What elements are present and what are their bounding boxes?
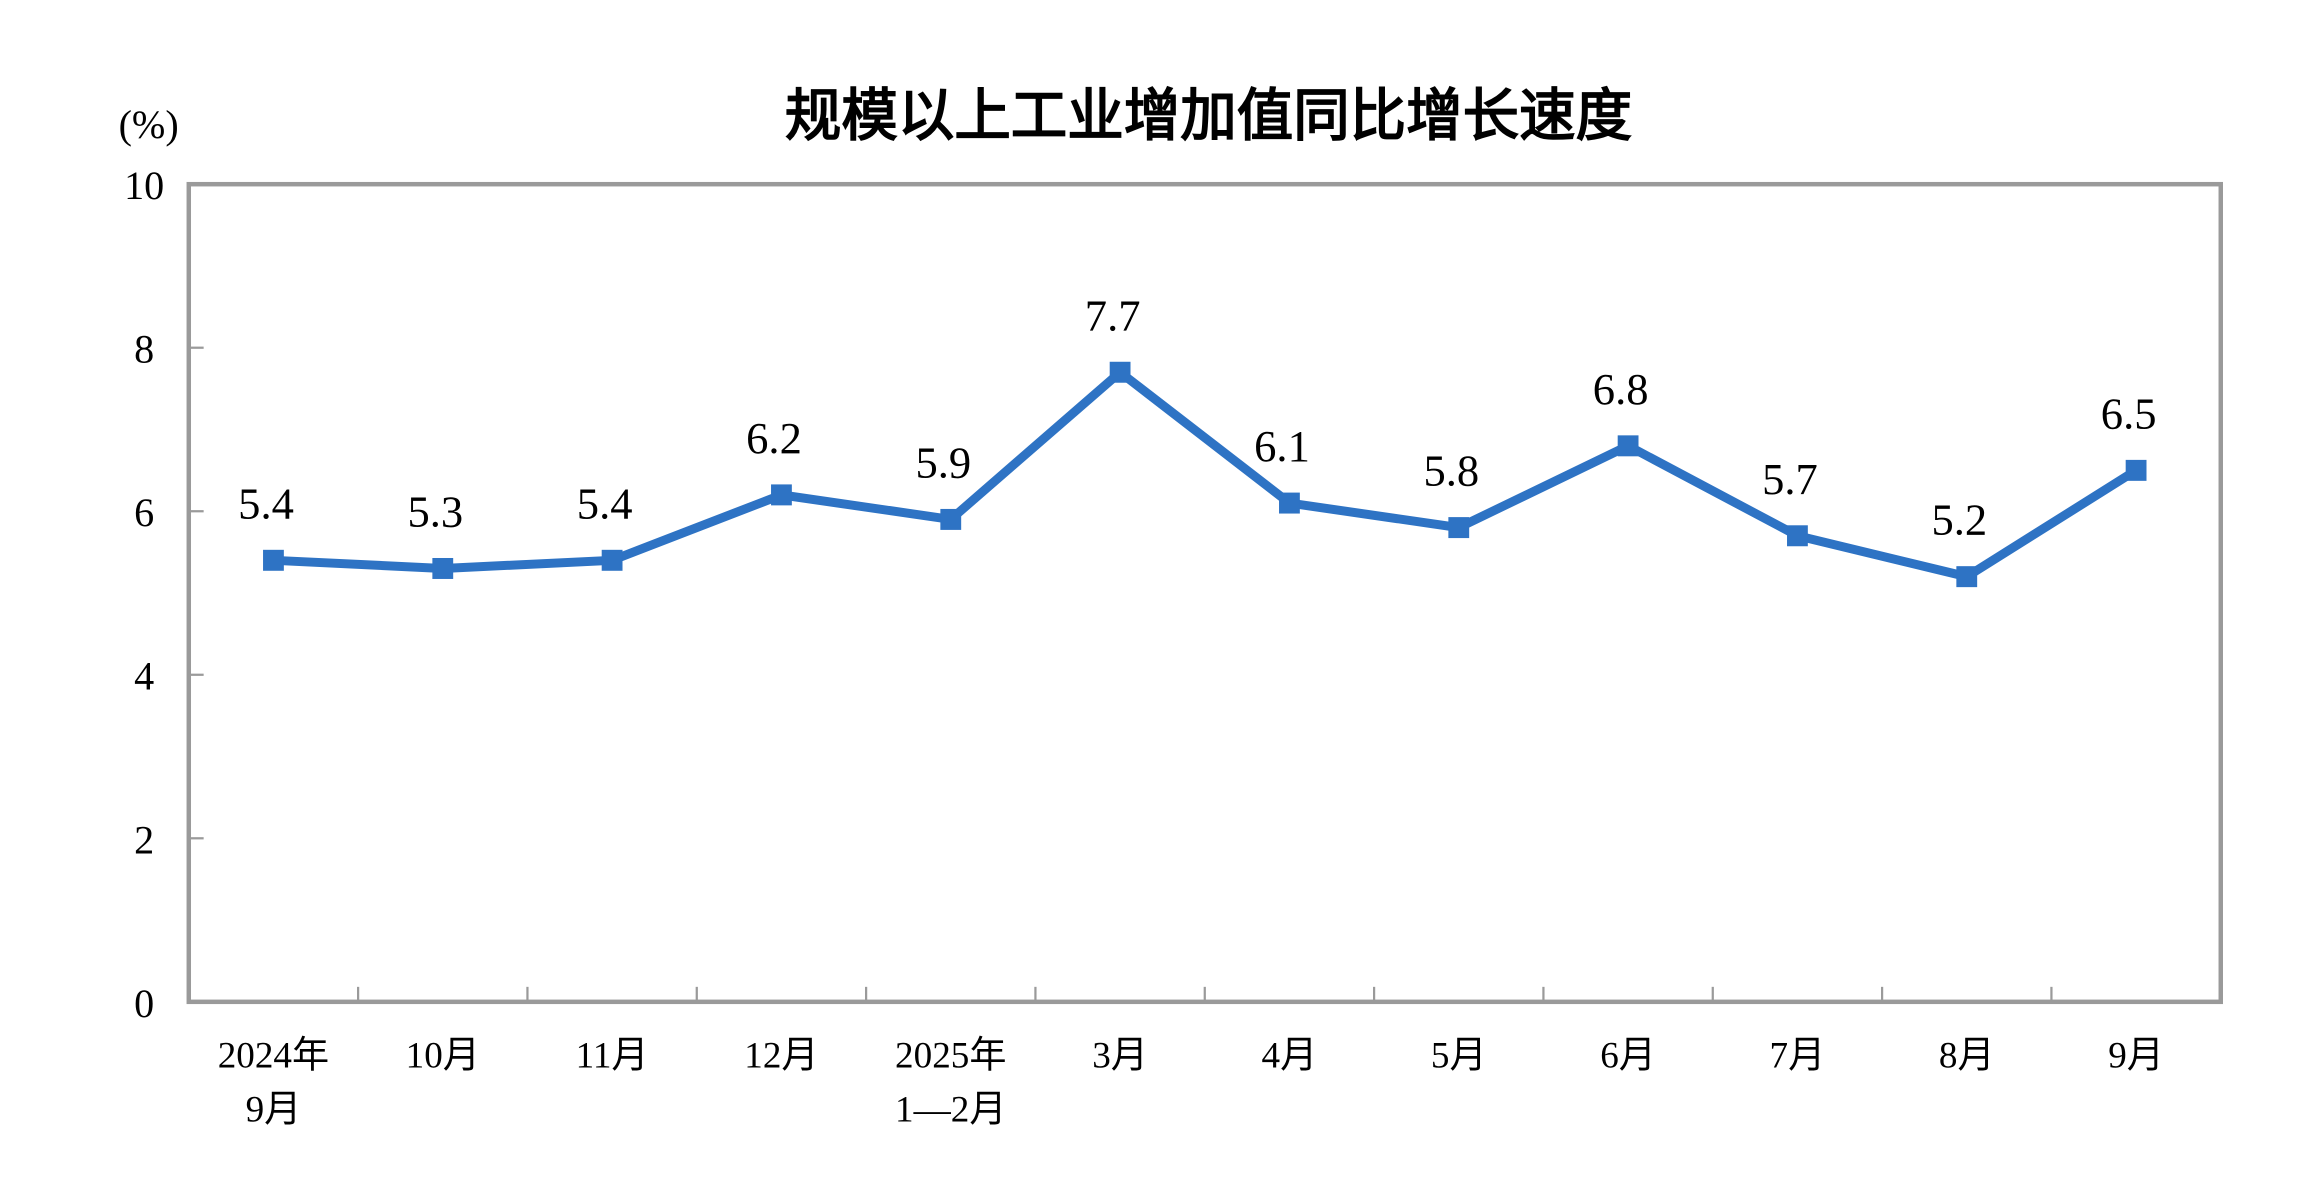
x-tick-label: 12月 <box>744 1036 818 1077</box>
data-label: 6.1 <box>1254 421 1310 471</box>
data-point-marker <box>432 557 454 579</box>
data-label: 5.4 <box>238 478 294 528</box>
data-point-marker <box>1279 492 1300 514</box>
y-tick-label: 6 <box>134 490 154 535</box>
chart-title: 规模以上工业增加值同比增长速度 <box>785 83 1632 149</box>
data-label: 5.2 <box>1931 495 1987 545</box>
data-point-marker <box>1617 435 1639 457</box>
x-tick-label: 2025年 <box>895 1035 1006 1077</box>
data-point-marker <box>940 508 962 530</box>
x-tick-label: 1—2月 <box>895 1090 1006 1131</box>
data-point-marker <box>263 549 284 571</box>
x-tick-label: 6月 <box>1600 1036 1656 1077</box>
data-label: 6.2 <box>746 413 802 463</box>
data-point-marker <box>1956 566 1978 588</box>
x-tick-label: 9月 <box>246 1090 302 1131</box>
x-tick-label: 7月 <box>1770 1036 1826 1077</box>
data-point-marker <box>1448 517 1470 539</box>
y-tick-label: 10 <box>124 163 164 208</box>
data-label: 7.7 <box>1085 290 1141 340</box>
x-tick-label: 11月 <box>576 1036 649 1077</box>
plot-area-frame <box>186 181 2223 1005</box>
x-tick-label: 4月 <box>1262 1036 1318 1077</box>
series-line <box>273 366 2139 582</box>
x-tick-label: 5月 <box>1431 1036 1487 1077</box>
y-tick-label: 0 <box>134 981 154 1026</box>
data-point-marker <box>2125 459 2147 481</box>
data-point-marker <box>601 549 623 571</box>
data-point-marker <box>771 484 792 506</box>
data-label: 5.3 <box>407 486 463 536</box>
x-tick-label: 8月 <box>1939 1036 1995 1077</box>
data-label: 5.8 <box>1423 446 1479 496</box>
x-tick-label: 3月 <box>1092 1036 1148 1077</box>
data-label: 5.7 <box>1762 454 1818 504</box>
y-axis-unit-label: (%) <box>119 102 179 147</box>
data-label: 6.8 <box>1593 364 1649 414</box>
data-label: 6.5 <box>2101 388 2157 438</box>
data-label: 5.9 <box>915 437 971 487</box>
x-tick-label: 2024年 <box>218 1035 329 1077</box>
data-point-marker <box>1109 361 1131 383</box>
y-tick-label: 2 <box>134 817 154 862</box>
x-tick-label: 9月 <box>2108 1036 2164 1077</box>
y-tick-label: 8 <box>134 327 154 372</box>
x-tick-label: 10月 <box>406 1036 480 1077</box>
data-label: 5.4 <box>577 478 633 528</box>
y-tick-label: 4 <box>134 654 154 699</box>
data-point-marker <box>1787 525 1808 547</box>
